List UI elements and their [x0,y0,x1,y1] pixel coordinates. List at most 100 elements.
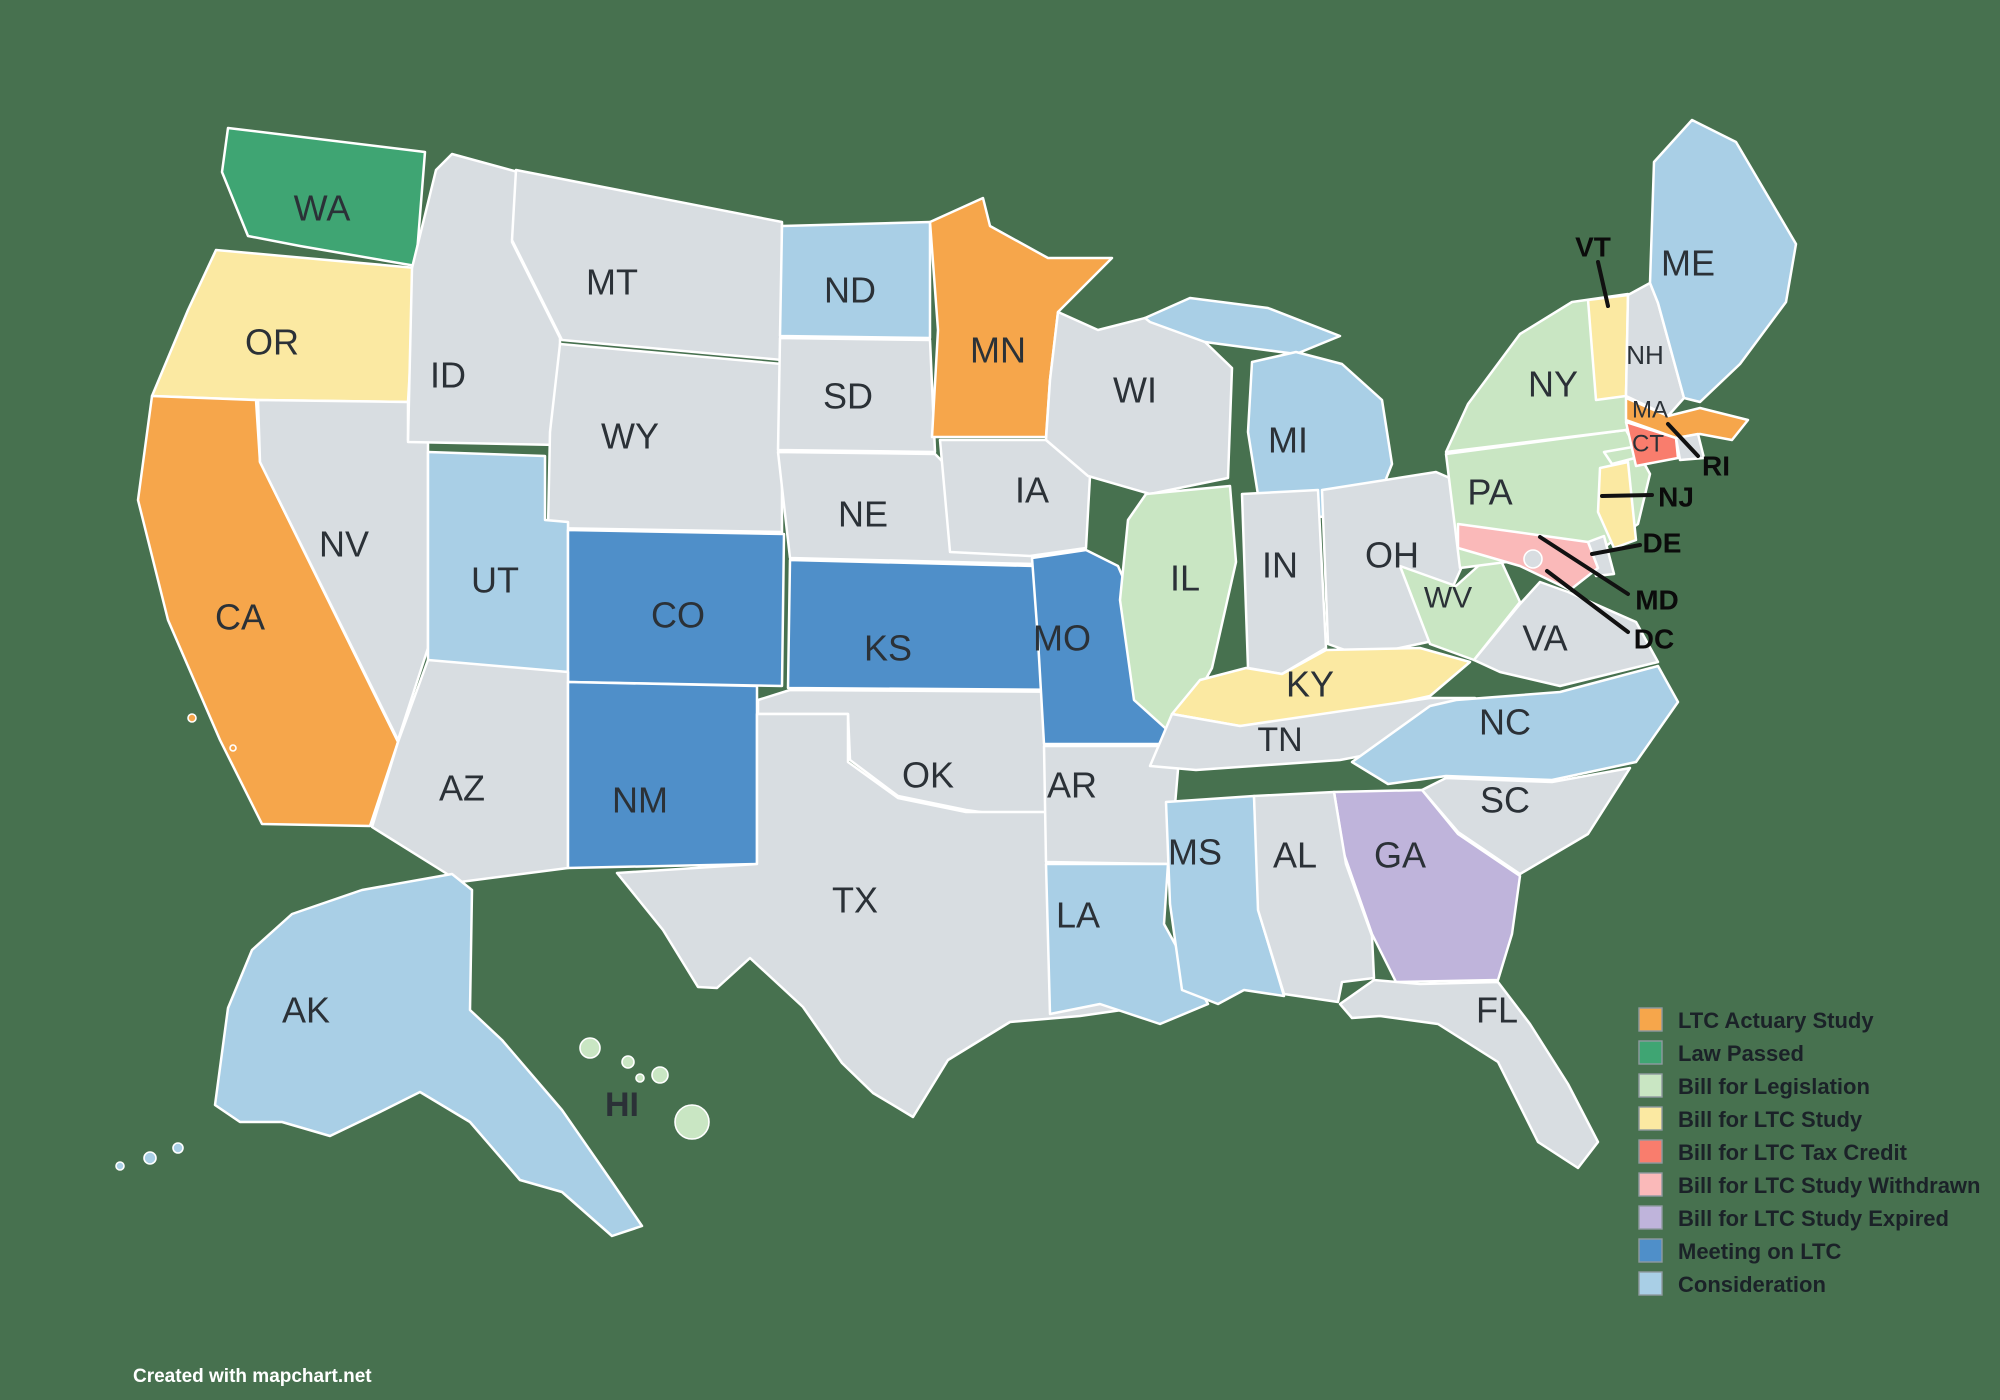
legend-swatch-consideration [1638,1271,1663,1296]
state-ma[interactable] [1624,396,1750,442]
legend-label-bill_expired: Bill for LTC Study Expired [1678,1206,1949,1231]
state-label-ar: AR [1047,765,1097,806]
state-ct[interactable] [1624,420,1680,468]
state-vt[interactable] [1586,293,1630,402]
state-label-ct: CT [1632,431,1664,458]
state-la[interactable] [1044,862,1210,1026]
callout-line-ri [1666,422,1700,458]
state-wa[interactable] [220,126,427,268]
states-layer [115,118,1798,1238]
callout-line-nj [1600,493,1654,498]
state-fl[interactable] [1338,978,1600,1170]
state-label-ny: NY [1528,364,1578,405]
state-mi[interactable] [1246,350,1394,522]
state-mt[interactable] [510,168,784,362]
state-hi[interactable] [579,1037,601,1059]
state-labels-layer: WA OR CA NV ID MT WY UT CO AZ NM ND SD NE KS OK TX MN IA MO… [215,188,1715,1125]
state-label-fl: FL [1476,990,1518,1031]
callout-line-de [1590,543,1642,556]
state-hi[interactable] [674,1104,710,1140]
state-nm[interactable] [566,680,759,870]
legend-label-actuary: LTC Actuary Study [1678,1008,1874,1033]
state-label-nv: NV [319,524,369,565]
state-wi[interactable] [1044,310,1234,496]
state-label-mt: MT [586,262,638,303]
state-label-ia: IA [1015,470,1049,511]
state-label-al: AL [1273,835,1317,876]
state-nd[interactable] [778,220,932,340]
state-label-tn: TN [1257,721,1302,759]
state-ca[interactable] [187,713,197,723]
state-label-ok: OK [902,755,954,796]
state-nc[interactable] [1350,664,1680,786]
legend-label-bill_leg: Bill for Legislation [1678,1074,1870,1099]
state-tx[interactable] [615,712,1138,1119]
state-al[interactable] [1252,790,1376,1004]
legend-swatch-bill_expired [1638,1205,1663,1230]
state-label-pa: PA [1467,472,1512,513]
state-sc[interactable] [1420,766,1632,876]
state-hi[interactable] [635,1073,645,1083]
state-mi[interactable] [1143,296,1342,356]
state-label-or: OR [245,322,299,363]
state-label-mo: MO [1033,618,1091,659]
state-label-nh: NH [1626,340,1664,370]
state-ca[interactable] [229,744,237,752]
state-ak[interactable] [115,1161,125,1171]
legend-swatch-law [1638,1040,1663,1065]
state-label-az: AZ [439,768,485,809]
state-label-sc: SC [1480,780,1530,821]
state-label-nc: NC [1479,702,1531,743]
legend-swatch-meeting [1638,1238,1663,1263]
state-label-tx: TX [832,880,878,921]
state-sd[interactable] [776,336,937,454]
legend-swatch-bill_tax [1638,1139,1663,1164]
state-nj[interactable] [1596,460,1638,550]
state-label-ky: KY [1286,664,1334,705]
state-dc[interactable] [1523,549,1543,569]
legend-swatch-actuary [1638,1007,1663,1032]
callout-line-md [1538,535,1630,596]
state-label-id: ID [430,355,466,396]
state-label-la: LA [1056,895,1100,936]
state-label-ks: KS [864,628,912,669]
state-va[interactable] [1472,580,1660,688]
state-label-ms: MS [1168,832,1222,873]
state-wv[interactable] [1398,548,1522,662]
state-label-ne: NE [838,494,888,535]
callout-label-vt: VT [1575,232,1611,263]
state-hi[interactable] [621,1055,635,1069]
legend-swatch-bill_leg [1638,1073,1663,1098]
state-label-va: VA [1522,618,1567,659]
legend-label-bill_study: Bill for LTC Study [1678,1107,1863,1132]
state-label-me: ME [1661,243,1715,284]
legend-swatch-bill_withdrawn [1638,1172,1663,1197]
callout-label-md: MD [1635,585,1679,616]
state-hi[interactable] [651,1066,669,1084]
state-ak[interactable] [172,1142,184,1154]
legend-label-bill_tax: Bill for LTC Tax Credit [1678,1140,1908,1165]
callout-label-nj: NJ [1658,482,1694,513]
callout-label-de: DE [1643,528,1682,559]
state-label-hi: HI [605,1086,639,1124]
state-label-oh: OH [1365,535,1419,576]
state-label-wa: WA [294,188,351,229]
state-ak[interactable] [143,1151,157,1165]
state-label-ut: UT [471,560,519,601]
state-me[interactable] [1648,118,1798,404]
state-label-wy: WY [601,416,659,457]
state-wy[interactable] [546,342,784,534]
state-label-ca: CA [215,597,265,638]
map-credit: Created with mapchart.net [133,1366,372,1387]
state-label-ma: MA [1632,397,1668,424]
legend-label-law: Law Passed [1678,1041,1804,1066]
callout-label-ri: RI [1702,451,1730,482]
legend-label-meeting: Meeting on LTC [1678,1239,1841,1264]
state-label-nm: NM [612,780,668,821]
callout-label-dc: DC [1634,624,1674,655]
state-ak[interactable] [213,872,644,1238]
state-label-wi: WI [1113,370,1157,411]
state-co[interactable] [566,528,786,688]
legend: LTC Actuary Study Law Passed Bill for Legi… [1638,1007,1980,1297]
